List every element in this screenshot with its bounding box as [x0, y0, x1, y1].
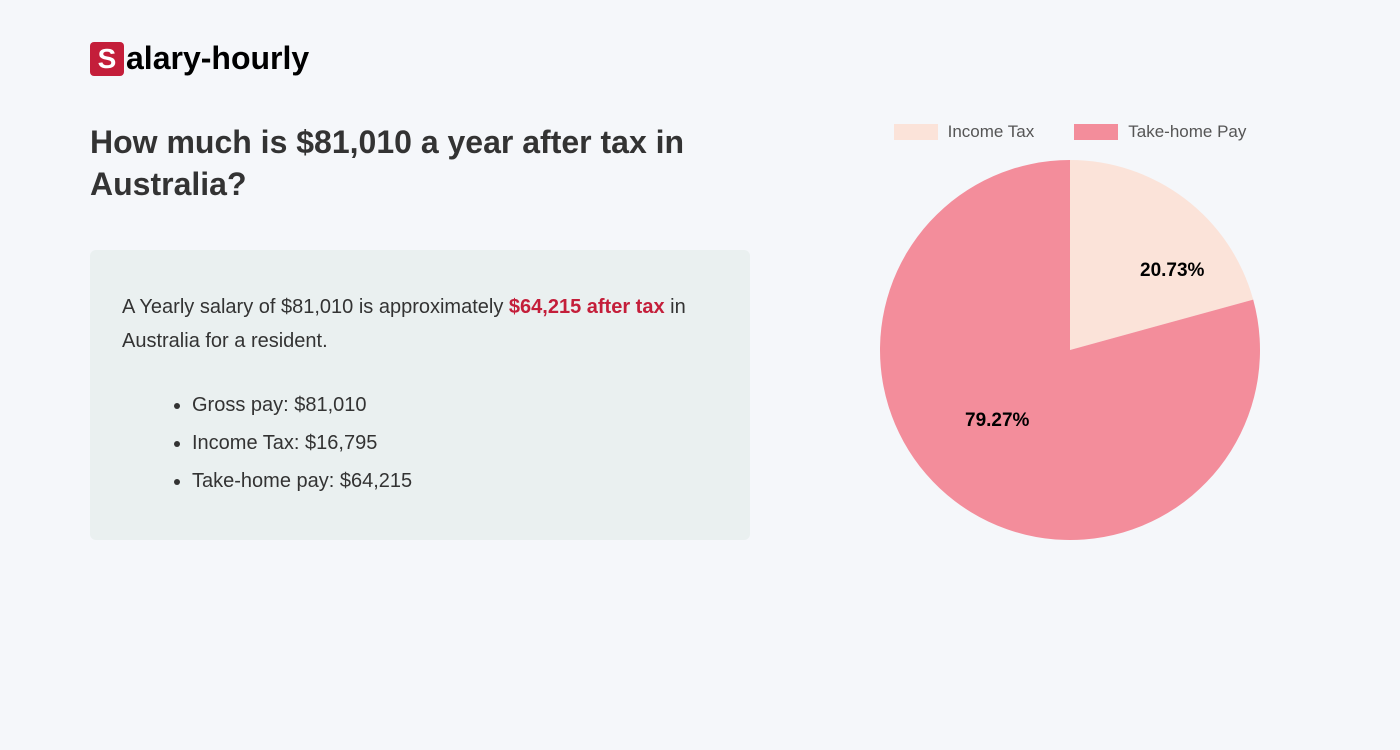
legend-item-income-tax: Income Tax [894, 122, 1035, 142]
summary-highlight: $64,215 after tax [509, 296, 665, 318]
bullet-list: Gross pay: $81,010 Income Tax: $16,795 T… [122, 386, 718, 500]
legend-swatch [1074, 124, 1118, 140]
logo-badge: S [90, 42, 124, 76]
list-item: Take-home pay: $64,215 [192, 462, 718, 500]
slice-label-take-home: 79.27% [965, 410, 1029, 432]
logo-text: alary-hourly [126, 40, 309, 77]
summary-pre: A Yearly salary of $81,010 is approximat… [122, 296, 509, 318]
chart-column: Income Tax Take-home Pay 20.73% 79.27% [830, 122, 1310, 540]
legend-label: Income Tax [948, 122, 1035, 142]
chart-legend: Income Tax Take-home Pay [894, 122, 1247, 142]
summary-box: A Yearly salary of $81,010 is approximat… [90, 250, 750, 540]
page-title: How much is $81,010 a year after tax in … [90, 122, 750, 205]
list-item: Gross pay: $81,010 [192, 386, 718, 424]
site-logo: Salary-hourly [90, 40, 1310, 77]
pie-chart: 20.73% 79.27% [880, 160, 1260, 540]
list-item: Income Tax: $16,795 [192, 424, 718, 462]
left-column: How much is $81,010 a year after tax in … [90, 122, 750, 540]
slice-label-income-tax: 20.73% [1140, 260, 1204, 282]
legend-swatch [894, 124, 938, 140]
main-content: How much is $81,010 a year after tax in … [90, 122, 1310, 540]
legend-label: Take-home Pay [1128, 122, 1246, 142]
summary-text: A Yearly salary of $81,010 is approximat… [122, 290, 718, 358]
legend-item-take-home: Take-home Pay [1074, 122, 1246, 142]
pie-svg [880, 160, 1260, 540]
